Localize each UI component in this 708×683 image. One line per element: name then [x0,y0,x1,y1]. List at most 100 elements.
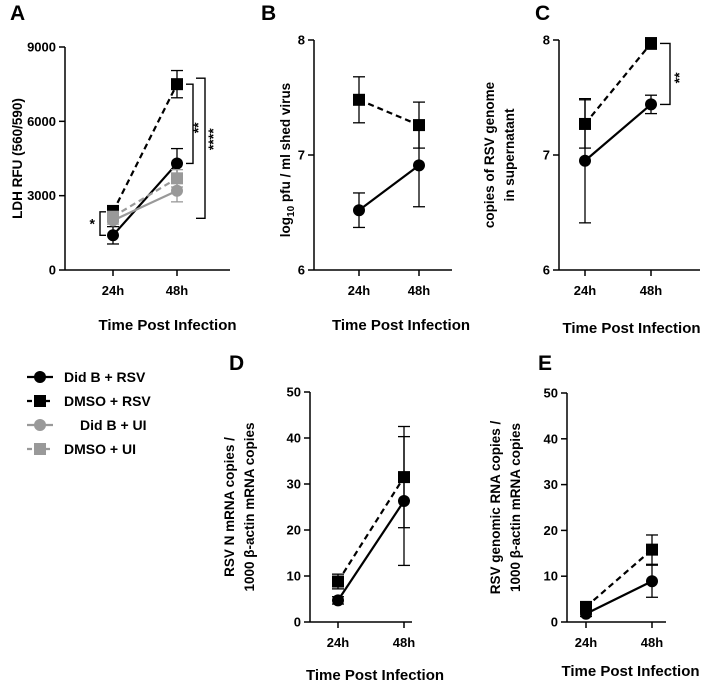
data-point [579,117,591,130]
legend-label: Did B + UI [80,417,147,433]
x-tick-label: 24h [102,283,124,298]
data-point [646,575,658,588]
y-tick-label: 6 [543,263,550,278]
data-point [580,600,592,613]
x-tick-label: 24h [327,635,349,650]
data-point [353,204,365,217]
y-tick-label: 50 [287,385,301,400]
x-tick-label: 48h [408,283,430,298]
data-point [645,98,657,111]
sig-bracket [196,77,206,220]
data-point [579,154,591,167]
y-tick-label: 6000 [27,114,56,129]
y-tick-label: 30 [544,477,558,492]
y-axis-label: LDH RFU (560/590) [10,98,25,219]
panel-letter: D [229,352,244,375]
data-point [332,575,344,588]
y-tick-label: 40 [544,431,558,446]
y-tick-label: 8 [298,33,305,48]
sig-label: ** [671,72,687,83]
legend-marker [34,419,46,431]
y-axis-label-line: RSV genomic RNA copies / [488,420,503,594]
x-tick-label: 24h [574,283,596,298]
data-point [353,93,365,106]
sig-bracket [99,211,106,237]
legend-marker [34,395,46,407]
y-tick-label: 6 [298,263,305,278]
data-point [646,543,658,556]
series-line [112,162,178,237]
legend-item: DMSO + RSV [27,393,151,409]
sig-label: ** [190,122,206,133]
x-axis-label: Time Post Infection [98,317,236,334]
x-tick-label: 48h [393,635,415,650]
data-point [398,471,410,484]
data-point [107,210,119,223]
y-tick-label: 50 [544,386,558,401]
panel-letter: C [535,2,550,25]
series-line [584,103,652,162]
x-axis-label: Time Post Infection [332,317,470,334]
x-tick-label: 48h [166,283,188,298]
legend: Did B + RSV DMSO + RSV Did B + UI DMSO + UI [27,369,151,457]
y-tick-label: 0 [49,263,56,278]
series-line [584,42,652,125]
x-tick-label: 24h [348,283,370,298]
data-point [171,157,183,170]
panel-letter: B [261,2,276,25]
series-line [112,177,178,218]
y-tick-label: 0 [551,615,558,630]
legend-item: Did B + UI [27,417,147,433]
y-axis-label-line: in supernatant [502,108,517,202]
series-line [337,500,405,601]
y-tick-label: 9000 [27,40,56,55]
series-line [112,83,178,213]
series-line [585,580,653,615]
series-line [585,548,653,608]
x-tick-label: 24h [575,635,597,650]
series-line [337,476,405,583]
series-line [112,189,178,222]
data-point [107,229,119,242]
x-axis-label: Time Post Infection [561,663,699,680]
y-axis-label-line: 1000 β-actin mRNA copies [242,422,257,591]
y-tick-label: 3000 [27,188,56,203]
legend-label: Did B + RSV [64,369,146,385]
legend-label: DMSO + UI [64,441,136,457]
y-tick-label: 7 [298,148,305,163]
y-axis-label-line: copies of RSV genome [482,81,497,228]
y-tick-label: 8 [543,33,550,48]
panel-c: C 6 7 8 24h 48h Time Post Infection copies of R… [482,2,701,337]
data-point [171,78,183,91]
y-tick-label: 10 [287,569,301,584]
x-axis-label: Time Post Infection [562,320,700,337]
y-tick-label: 20 [287,523,301,538]
sig-label: **** [205,128,221,150]
y-tick-label: 7 [543,148,550,163]
x-tick-label: 48h [640,283,662,298]
y-tick-label: 20 [544,523,558,538]
x-tick-label: 48h [641,635,663,650]
legend-item: DMSO + UI [27,441,136,457]
legend-marker [34,443,46,455]
y-tick-label: 10 [544,569,558,584]
series-line [358,164,420,212]
panel-a: A 0 3000 6000 9000 24h 48h Time Post Infection L… [10,2,237,334]
legend-marker [34,371,46,383]
y-axis-label-line: 1000 β-actin mRNA copies [508,423,523,592]
panel-d: D 0 10 20 30 40 50 24h 48h Time Post Infection RSV… [222,352,444,683]
panel-e: E 0 10 20 30 40 50 24h 48h Time Post Infection RSV… [488,352,700,680]
legend-item: Did B + RSV [27,369,146,385]
x-axis-label: Time Post Infection [306,667,444,683]
data-point [645,37,657,50]
y-tick-label: 40 [287,431,301,446]
y-tick-label: 0 [294,615,301,630]
y-axis-label: log10 pfu / ml shed virus [278,83,297,237]
panel-letter: A [10,2,25,25]
panel-b: B 6 7 8 24h 48h Time Post Infection log10 pfu /… [261,2,470,334]
sig-label: * [90,216,96,232]
data-point [171,184,183,197]
data-point [332,594,344,607]
sig-bracket [660,42,671,106]
